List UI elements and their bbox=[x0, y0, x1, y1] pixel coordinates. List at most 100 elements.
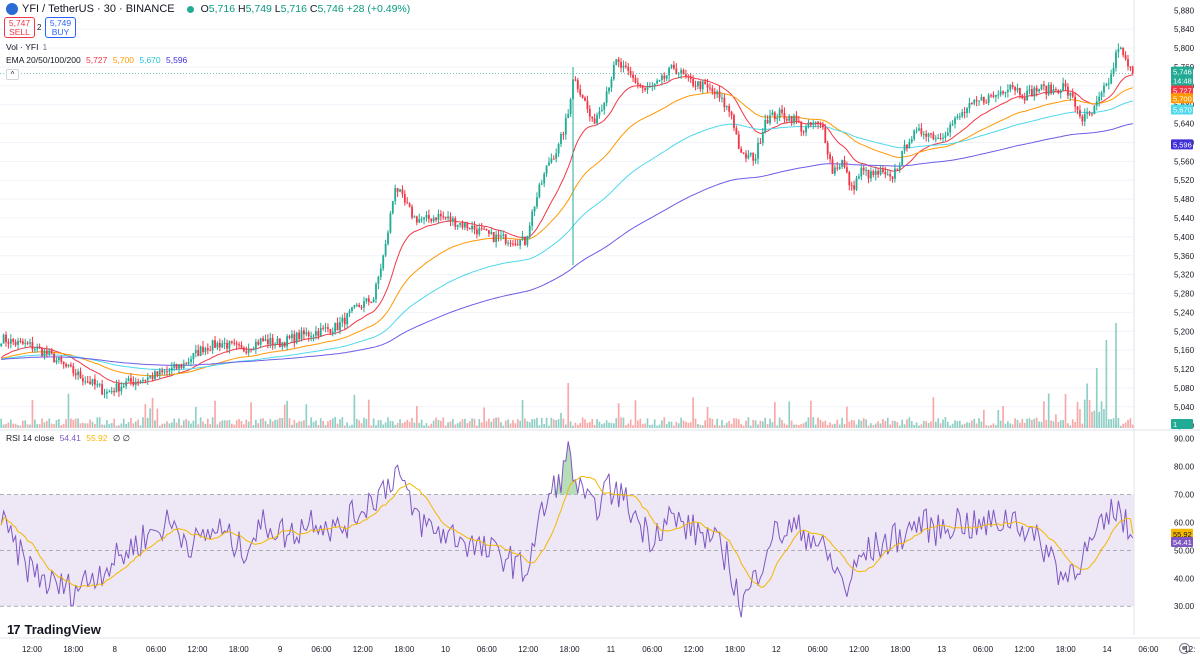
candle-body bbox=[175, 363, 178, 369]
volume-bar bbox=[682, 420, 685, 428]
volume-bar bbox=[67, 393, 70, 428]
yfi-coin-icon bbox=[6, 3, 18, 15]
volume-bar bbox=[737, 419, 740, 428]
rsi-tick-label: 60.00 bbox=[1174, 518, 1195, 527]
candle-body bbox=[1081, 116, 1084, 122]
candle bbox=[1131, 65, 1134, 75]
candle-body bbox=[173, 363, 176, 368]
candle-body bbox=[36, 346, 39, 350]
price-tick-label: 5,320 bbox=[1174, 271, 1195, 280]
candle bbox=[576, 77, 579, 93]
volume-bar bbox=[21, 420, 24, 428]
ema-legend[interactable]: EMA 20/50/100/200 5,727 5,700 5,670 5,59… bbox=[6, 55, 187, 65]
volume-bar bbox=[1009, 423, 1012, 428]
volume-bar bbox=[291, 424, 293, 428]
ema200-badge: 5,596 bbox=[1173, 140, 1192, 149]
volume-bar bbox=[644, 423, 646, 428]
candle bbox=[1115, 49, 1117, 72]
candle bbox=[509, 239, 512, 247]
rsi-legend[interactable]: RSI 14 close 54.41 55.92 ∅ ∅ bbox=[6, 433, 130, 444]
time-tick-label: 06:00 bbox=[808, 645, 829, 654]
candle-body bbox=[1103, 85, 1105, 93]
candle-body bbox=[531, 211, 534, 226]
candle-body bbox=[1023, 97, 1026, 101]
candle bbox=[1083, 108, 1086, 127]
volume-bar bbox=[365, 418, 368, 428]
volume-bar bbox=[692, 397, 694, 428]
volume-bar bbox=[267, 424, 269, 428]
candle-body bbox=[300, 330, 303, 340]
candle bbox=[7, 338, 10, 349]
candle-body bbox=[781, 109, 783, 113]
volume-bar bbox=[985, 425, 988, 428]
candle-body bbox=[1004, 91, 1007, 94]
volume-bar bbox=[802, 423, 805, 428]
candle-body bbox=[365, 298, 368, 302]
volume-bar bbox=[96, 417, 99, 428]
candle-body bbox=[106, 391, 108, 394]
candle-body bbox=[1124, 55, 1127, 59]
candle-body bbox=[358, 304, 361, 308]
tradingview-logo[interactable]: 17 TradingView bbox=[7, 622, 101, 637]
candle-body bbox=[1038, 89, 1041, 92]
candle-body bbox=[430, 218, 433, 222]
candle bbox=[958, 112, 961, 121]
sell-button[interactable]: 5,747 SELL bbox=[4, 17, 35, 38]
candle-body bbox=[687, 76, 690, 78]
candle-body bbox=[918, 128, 920, 131]
collapse-legend-button[interactable]: ^ bbox=[6, 69, 19, 80]
time-tick-label: 12:00 bbox=[849, 645, 870, 654]
candle-body bbox=[288, 336, 291, 339]
candle-body bbox=[557, 144, 560, 154]
candle-body bbox=[459, 223, 461, 225]
candle-body bbox=[814, 121, 817, 123]
candle-body bbox=[315, 331, 317, 336]
volume-bar bbox=[17, 425, 19, 428]
candle bbox=[932, 131, 935, 141]
candle-body bbox=[444, 216, 447, 219]
candle bbox=[365, 298, 368, 304]
volume-legend[interactable]: Vol · YFI 1 bbox=[6, 42, 47, 52]
volume-bar bbox=[1131, 424, 1134, 428]
volume-bar bbox=[992, 423, 995, 428]
candle bbox=[293, 330, 296, 348]
candle bbox=[341, 314, 344, 328]
candle bbox=[411, 204, 413, 220]
candle bbox=[226, 339, 228, 353]
candle bbox=[197, 344, 200, 357]
volume-bar bbox=[175, 422, 178, 428]
market-open-dot-icon bbox=[186, 5, 194, 13]
volume-bar bbox=[1071, 419, 1074, 428]
candle bbox=[461, 220, 464, 230]
candle bbox=[14, 339, 17, 348]
candle bbox=[773, 111, 776, 123]
volume-bar bbox=[915, 422, 918, 428]
candle bbox=[290, 330, 293, 343]
buy-button[interactable]: 5,749 BUY bbox=[45, 17, 76, 38]
volume-bar bbox=[346, 422, 349, 428]
candle bbox=[202, 340, 204, 355]
candle bbox=[1103, 82, 1105, 98]
volume-bar bbox=[204, 423, 207, 428]
volume-bar bbox=[127, 421, 130, 428]
symbol-title[interactable]: YFI / TetherUS · 30 · BINANCE bbox=[22, 3, 175, 15]
volume-bar bbox=[5, 423, 7, 428]
candle-body bbox=[567, 114, 570, 119]
candle bbox=[377, 275, 380, 290]
candle bbox=[884, 166, 887, 179]
candle bbox=[322, 325, 325, 331]
volume-bar bbox=[430, 423, 433, 428]
candle-body bbox=[384, 243, 387, 256]
candle-body bbox=[437, 213, 440, 220]
volume-bar bbox=[978, 418, 980, 428]
candle bbox=[990, 93, 992, 98]
gear-icon[interactable] bbox=[1179, 643, 1190, 654]
candle bbox=[1122, 47, 1125, 58]
candle-body bbox=[725, 105, 728, 108]
candle-body bbox=[949, 124, 952, 133]
candle-body bbox=[1117, 49, 1120, 53]
time-tick-label: 18:00 bbox=[394, 645, 415, 654]
candle bbox=[173, 361, 176, 372]
